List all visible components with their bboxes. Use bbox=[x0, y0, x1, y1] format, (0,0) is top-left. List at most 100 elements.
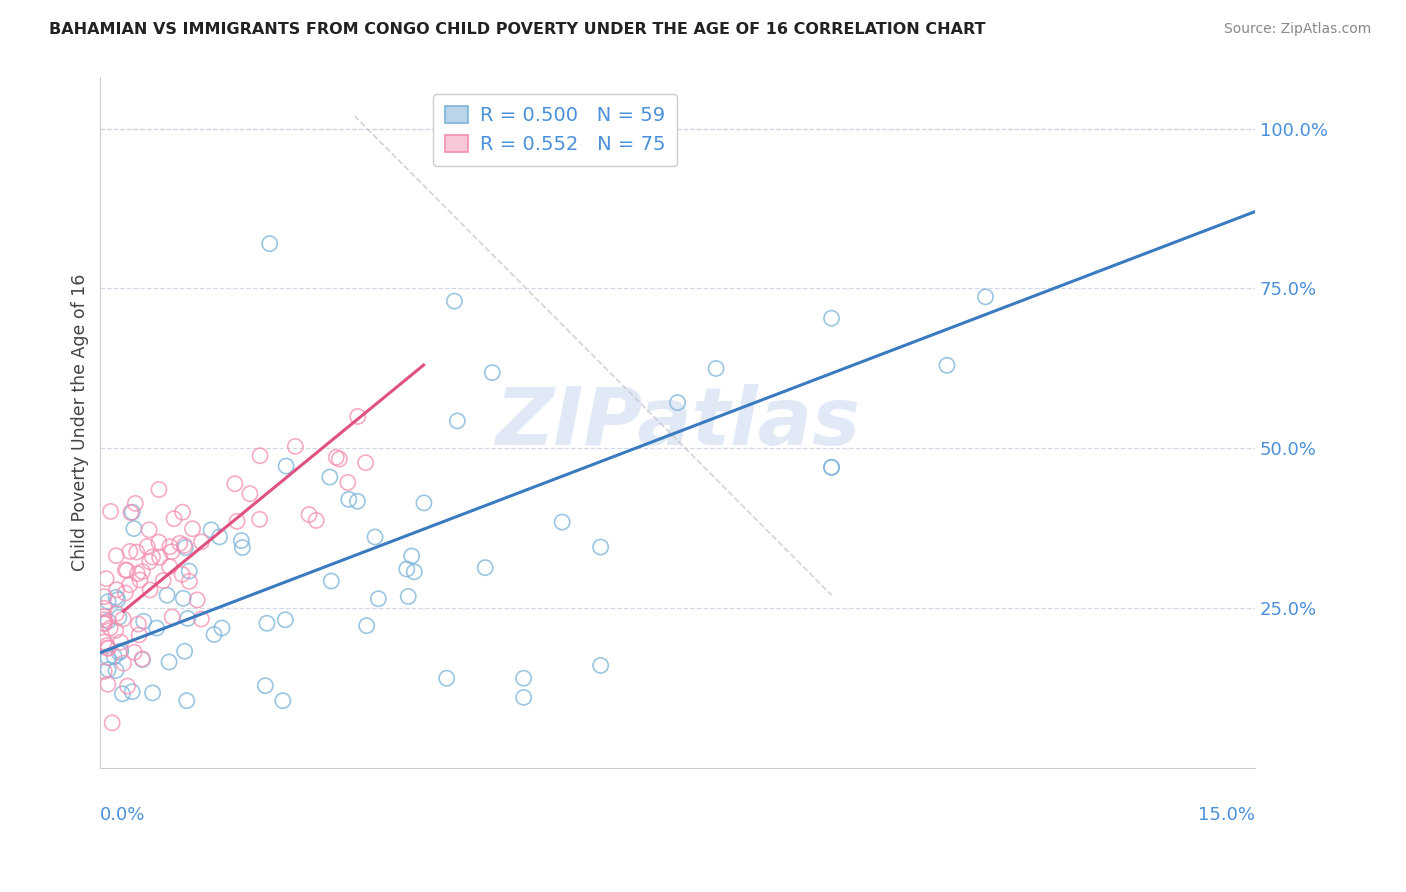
Point bbox=[114, 563, 136, 577]
Point bbox=[256, 616, 278, 631]
Point bbox=[443, 294, 465, 309]
Point bbox=[93, 601, 115, 615]
Point bbox=[274, 613, 297, 627]
Point bbox=[96, 639, 118, 653]
Point bbox=[93, 590, 115, 604]
Point bbox=[325, 450, 347, 465]
Point bbox=[336, 475, 359, 490]
Point bbox=[97, 663, 120, 677]
Point bbox=[132, 615, 155, 629]
Point bbox=[177, 611, 200, 625]
Text: Source: ZipAtlas.com: Source: ZipAtlas.com bbox=[1223, 22, 1371, 37]
Point bbox=[105, 607, 128, 621]
Point bbox=[173, 644, 195, 658]
Point bbox=[401, 549, 423, 563]
Point bbox=[105, 591, 128, 605]
Point bbox=[104, 624, 127, 638]
Point bbox=[446, 414, 468, 428]
Point bbox=[111, 687, 134, 701]
Point bbox=[395, 562, 418, 576]
Point bbox=[131, 565, 153, 579]
Legend: R = 0.500   N = 59, R = 0.552   N = 75: R = 0.500 N = 59, R = 0.552 N = 75 bbox=[433, 94, 678, 166]
Point bbox=[173, 538, 195, 552]
Point bbox=[115, 563, 138, 577]
Point bbox=[190, 534, 212, 549]
Point bbox=[346, 409, 368, 424]
Point bbox=[136, 540, 159, 554]
Point bbox=[100, 504, 122, 518]
Point bbox=[157, 655, 180, 669]
Point bbox=[152, 574, 174, 588]
Point bbox=[231, 541, 253, 555]
Point bbox=[436, 671, 458, 685]
Point bbox=[249, 449, 271, 463]
Point bbox=[112, 612, 135, 626]
Point bbox=[129, 573, 152, 587]
Point bbox=[936, 359, 959, 373]
Point bbox=[226, 514, 249, 528]
Point bbox=[93, 635, 115, 649]
Point bbox=[114, 586, 136, 600]
Point bbox=[127, 566, 149, 581]
Point bbox=[156, 588, 179, 602]
Point bbox=[512, 671, 534, 685]
Point bbox=[105, 549, 128, 563]
Point bbox=[190, 612, 212, 626]
Point bbox=[404, 565, 426, 579]
Y-axis label: Child Poverty Under the Age of 16: Child Poverty Under the Age of 16 bbox=[72, 274, 89, 571]
Point bbox=[551, 515, 574, 529]
Point bbox=[141, 549, 163, 564]
Point bbox=[174, 541, 197, 555]
Point bbox=[149, 550, 172, 565]
Point bbox=[110, 644, 132, 658]
Point bbox=[305, 513, 328, 527]
Point bbox=[179, 564, 201, 578]
Point bbox=[121, 684, 143, 698]
Point bbox=[259, 236, 281, 251]
Point bbox=[142, 686, 165, 700]
Point bbox=[413, 496, 436, 510]
Point bbox=[274, 459, 297, 474]
Point bbox=[208, 530, 231, 544]
Point bbox=[271, 694, 294, 708]
Point bbox=[93, 609, 115, 624]
Point bbox=[131, 652, 153, 666]
Point bbox=[284, 439, 307, 453]
Point bbox=[481, 366, 503, 380]
Point bbox=[200, 523, 222, 537]
Point bbox=[108, 610, 131, 624]
Point bbox=[120, 506, 142, 520]
Point bbox=[98, 621, 121, 635]
Point bbox=[97, 677, 120, 691]
Point bbox=[96, 641, 118, 656]
Point bbox=[298, 508, 321, 522]
Point bbox=[103, 649, 125, 664]
Point bbox=[172, 591, 194, 606]
Point bbox=[112, 657, 135, 671]
Point bbox=[93, 613, 115, 627]
Text: 0.0%: 0.0% bbox=[100, 805, 146, 823]
Point bbox=[172, 505, 194, 519]
Point bbox=[337, 492, 360, 507]
Point bbox=[181, 522, 204, 536]
Point bbox=[202, 627, 225, 641]
Point bbox=[356, 618, 378, 632]
Point bbox=[589, 540, 612, 554]
Point bbox=[118, 544, 141, 558]
Point bbox=[254, 679, 277, 693]
Point bbox=[97, 650, 120, 665]
Point bbox=[474, 560, 496, 574]
Point bbox=[93, 615, 115, 630]
Point bbox=[159, 559, 181, 574]
Point bbox=[396, 590, 419, 604]
Point bbox=[160, 544, 183, 558]
Point bbox=[820, 311, 842, 326]
Point bbox=[127, 617, 149, 632]
Point bbox=[179, 574, 201, 589]
Point bbox=[117, 679, 139, 693]
Point bbox=[145, 621, 167, 635]
Point bbox=[148, 483, 170, 497]
Point bbox=[124, 496, 146, 510]
Point bbox=[131, 652, 153, 666]
Point bbox=[101, 715, 124, 730]
